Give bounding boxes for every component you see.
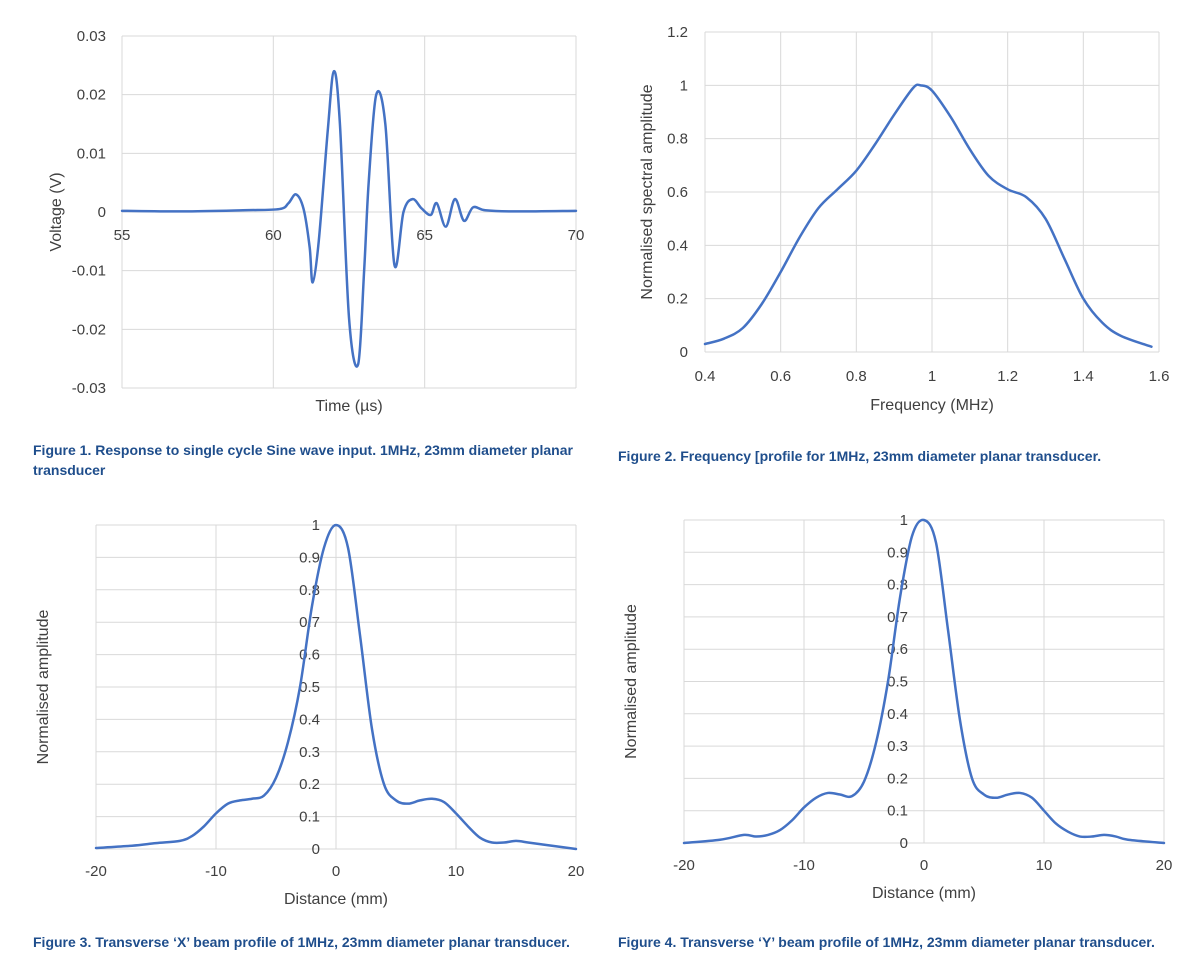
fig4-y-tick-label: 0.3	[887, 738, 908, 755]
fig3-y-tick-label: 1	[312, 517, 320, 534]
fig4-y-axis-title: Normalised amplitude	[623, 604, 640, 759]
fig4-x-tick-label: 10	[1036, 857, 1053, 874]
fig3-y-tick-label: 0.1	[299, 809, 320, 826]
fig3-x-tick-label: -20	[85, 863, 107, 880]
fig4-x-tick-label: -20	[673, 857, 695, 874]
fig3-y-tick-label: 0.6	[299, 647, 320, 664]
figure-2-caption: Figure 2. Frequency [profile for 1MHz, 2…	[618, 448, 1102, 464]
fig3-y-tick-label: 0.5	[299, 679, 320, 696]
fig1-y-tick-label: 0.03	[77, 28, 106, 45]
fig3-x-tick-label: 0	[332, 863, 340, 880]
fig1-y-tick-label: -0.03	[72, 380, 106, 397]
figure-1-caption: Figure 1. Response to single cycle Sine …	[33, 442, 573, 478]
fig4-x-tick-label: -10	[793, 857, 815, 874]
fig3-y-tick-label: 0.2	[299, 776, 320, 793]
fig2-y-tick-label: 1	[680, 77, 688, 94]
fig1-y-tick-label: -0.01	[72, 263, 106, 280]
fig4-y-tick-label: 0	[900, 835, 908, 852]
fig4-y-tick-label: 0.1	[887, 803, 908, 820]
fig4-y-tick-label: 1	[900, 512, 908, 529]
fig3-y-tick-label: 0	[312, 841, 320, 858]
fig2-x-tick-label: 1.4	[1073, 368, 1094, 385]
fig1-x-tick-label: 55	[114, 227, 131, 244]
fig3-series-line	[94, 523, 578, 851]
fig3-y-tick-label: 0.3	[299, 744, 320, 761]
fig4-x-tick-label: 0	[920, 857, 928, 874]
fig2-x-tick-label: 1.6	[1149, 368, 1170, 385]
fig1-y-axis-title: Voltage (V)	[48, 172, 65, 251]
fig1-x-axis-title: Time (µs)	[315, 398, 382, 415]
fig1-x-tick-label: 70	[568, 227, 585, 244]
fig1-y-tick-label: 0.02	[77, 87, 106, 104]
fig2-x-tick-label: 1	[928, 368, 936, 385]
fig2-y-tick-label: 0.4	[667, 237, 688, 254]
fig2-x-tick-label: 0.4	[695, 368, 716, 385]
fig1-x-tick-label: 60	[265, 227, 282, 244]
fig3-x-axis-title: Distance (mm)	[284, 891, 388, 908]
fig2-x-tick-label: 1.2	[997, 368, 1018, 385]
fig4-y-tick-label: 0.5	[887, 674, 908, 691]
fig2-y-tick-label: 0.8	[667, 131, 688, 148]
fig2-y-axis-title: Normalised spectral amplitude	[639, 84, 656, 299]
fig2-x-tick-label: 0.6	[770, 368, 791, 385]
fig1-series-line	[120, 69, 578, 368]
fig4-x-axis-title: Distance (mm)	[872, 885, 976, 902]
fig4-y-tick-label: 0.2	[887, 770, 908, 787]
fig1-y-tick-label: 0	[98, 204, 106, 221]
fig4-x-tick-label: 20	[1156, 857, 1173, 874]
fig4-y-tick-label: 0.6	[887, 641, 908, 658]
fig1-y-tick-label: -0.02	[72, 321, 106, 338]
fig2-y-tick-label: 0.2	[667, 291, 688, 308]
fig4-y-tick-label: 0.4	[887, 706, 908, 723]
fig2-series-line	[703, 83, 1153, 348]
figure-3-caption: Figure 3. Transverse ‘X’ beam profile of…	[33, 934, 570, 950]
fig2-y-tick-label: 0.6	[667, 184, 688, 201]
fig4-series-line	[682, 518, 1166, 845]
fig4-y-tick-label: 0.9	[887, 544, 908, 561]
fig1-y-tick-label: 0.01	[77, 145, 106, 162]
fig3-x-tick-label: 10	[448, 863, 465, 880]
fig4-y-tick-label: 0.8	[887, 577, 908, 594]
fig3-y-tick-label: 0.9	[299, 549, 320, 566]
figure-4-caption: Figure 4. Transverse ‘Y’ beam profile of…	[618, 934, 1155, 950]
fig2-y-tick-label: 1.2	[667, 24, 688, 41]
fig2-y-tick-label: 0	[680, 344, 688, 361]
fig3-x-tick-label: -10	[205, 863, 227, 880]
fig3-y-tick-label: 0.4	[299, 711, 320, 728]
fig3-y-axis-title: Normalised amplitude	[35, 610, 52, 765]
fig1-x-tick-label: 65	[416, 227, 433, 244]
fig3-x-tick-label: 20	[568, 863, 585, 880]
fig2-x-tick-label: 0.8	[846, 368, 867, 385]
fig2-x-axis-title: Frequency (MHz)	[870, 397, 994, 414]
